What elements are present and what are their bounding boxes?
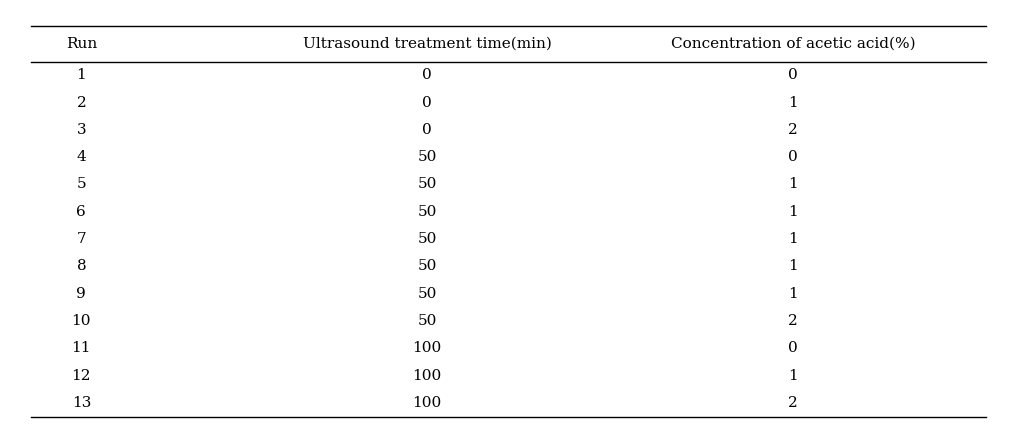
Text: 1: 1: [788, 368, 798, 383]
Text: 0: 0: [788, 68, 798, 82]
Text: 4: 4: [76, 150, 86, 164]
Text: Ultrasound treatment time(min): Ultrasound treatment time(min): [303, 37, 551, 51]
Text: 1: 1: [788, 96, 798, 110]
Text: 1: 1: [788, 259, 798, 273]
Text: 0: 0: [788, 150, 798, 164]
Text: 2: 2: [788, 314, 798, 328]
Text: 0: 0: [422, 68, 432, 82]
Text: 0: 0: [422, 123, 432, 137]
Text: 6: 6: [76, 205, 86, 219]
Text: 50: 50: [417, 205, 437, 219]
Text: 0: 0: [788, 341, 798, 355]
Text: 3: 3: [76, 123, 86, 137]
Text: 50: 50: [417, 314, 437, 328]
Text: 2: 2: [76, 96, 86, 110]
Text: 9: 9: [76, 286, 86, 300]
Text: 1: 1: [788, 178, 798, 192]
Text: 1: 1: [788, 205, 798, 219]
Text: 2: 2: [788, 123, 798, 137]
Text: 8: 8: [76, 259, 86, 273]
Text: 1: 1: [788, 232, 798, 246]
Text: 12: 12: [71, 368, 92, 383]
Text: 2: 2: [788, 396, 798, 410]
Text: 50: 50: [417, 232, 437, 246]
Text: 50: 50: [417, 150, 437, 164]
Text: 1: 1: [788, 286, 798, 300]
Text: 7: 7: [76, 232, 86, 246]
Text: Concentration of acetic acid(%): Concentration of acetic acid(%): [671, 37, 915, 51]
Text: 50: 50: [417, 178, 437, 192]
Text: 100: 100: [413, 341, 441, 355]
Text: 13: 13: [71, 396, 92, 410]
Text: 1: 1: [76, 68, 86, 82]
Text: Run: Run: [66, 37, 97, 51]
Text: 100: 100: [413, 368, 441, 383]
Text: 50: 50: [417, 286, 437, 300]
Text: 5: 5: [76, 178, 86, 192]
Text: 0: 0: [422, 96, 432, 110]
Text: 10: 10: [71, 314, 92, 328]
Text: 100: 100: [413, 396, 441, 410]
Text: 11: 11: [71, 341, 92, 355]
Text: 50: 50: [417, 259, 437, 273]
